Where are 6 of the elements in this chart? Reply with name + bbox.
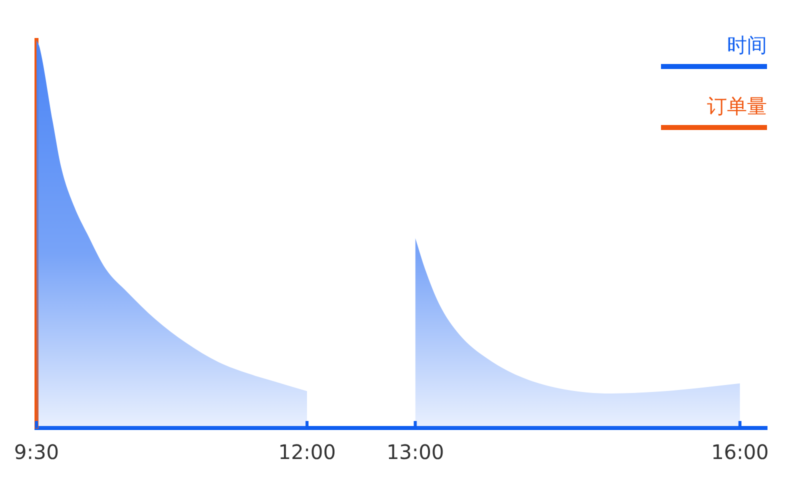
y-axis-title: 订单量: [706, 93, 767, 119]
x-tick-label: 16:00: [711, 440, 769, 464]
x-axis-title: 时间: [726, 32, 767, 58]
x-tick-label: 9:30: [14, 440, 59, 464]
x-tick-label: 13:00: [386, 440, 444, 464]
x-tick-label: 12:00: [278, 440, 336, 464]
